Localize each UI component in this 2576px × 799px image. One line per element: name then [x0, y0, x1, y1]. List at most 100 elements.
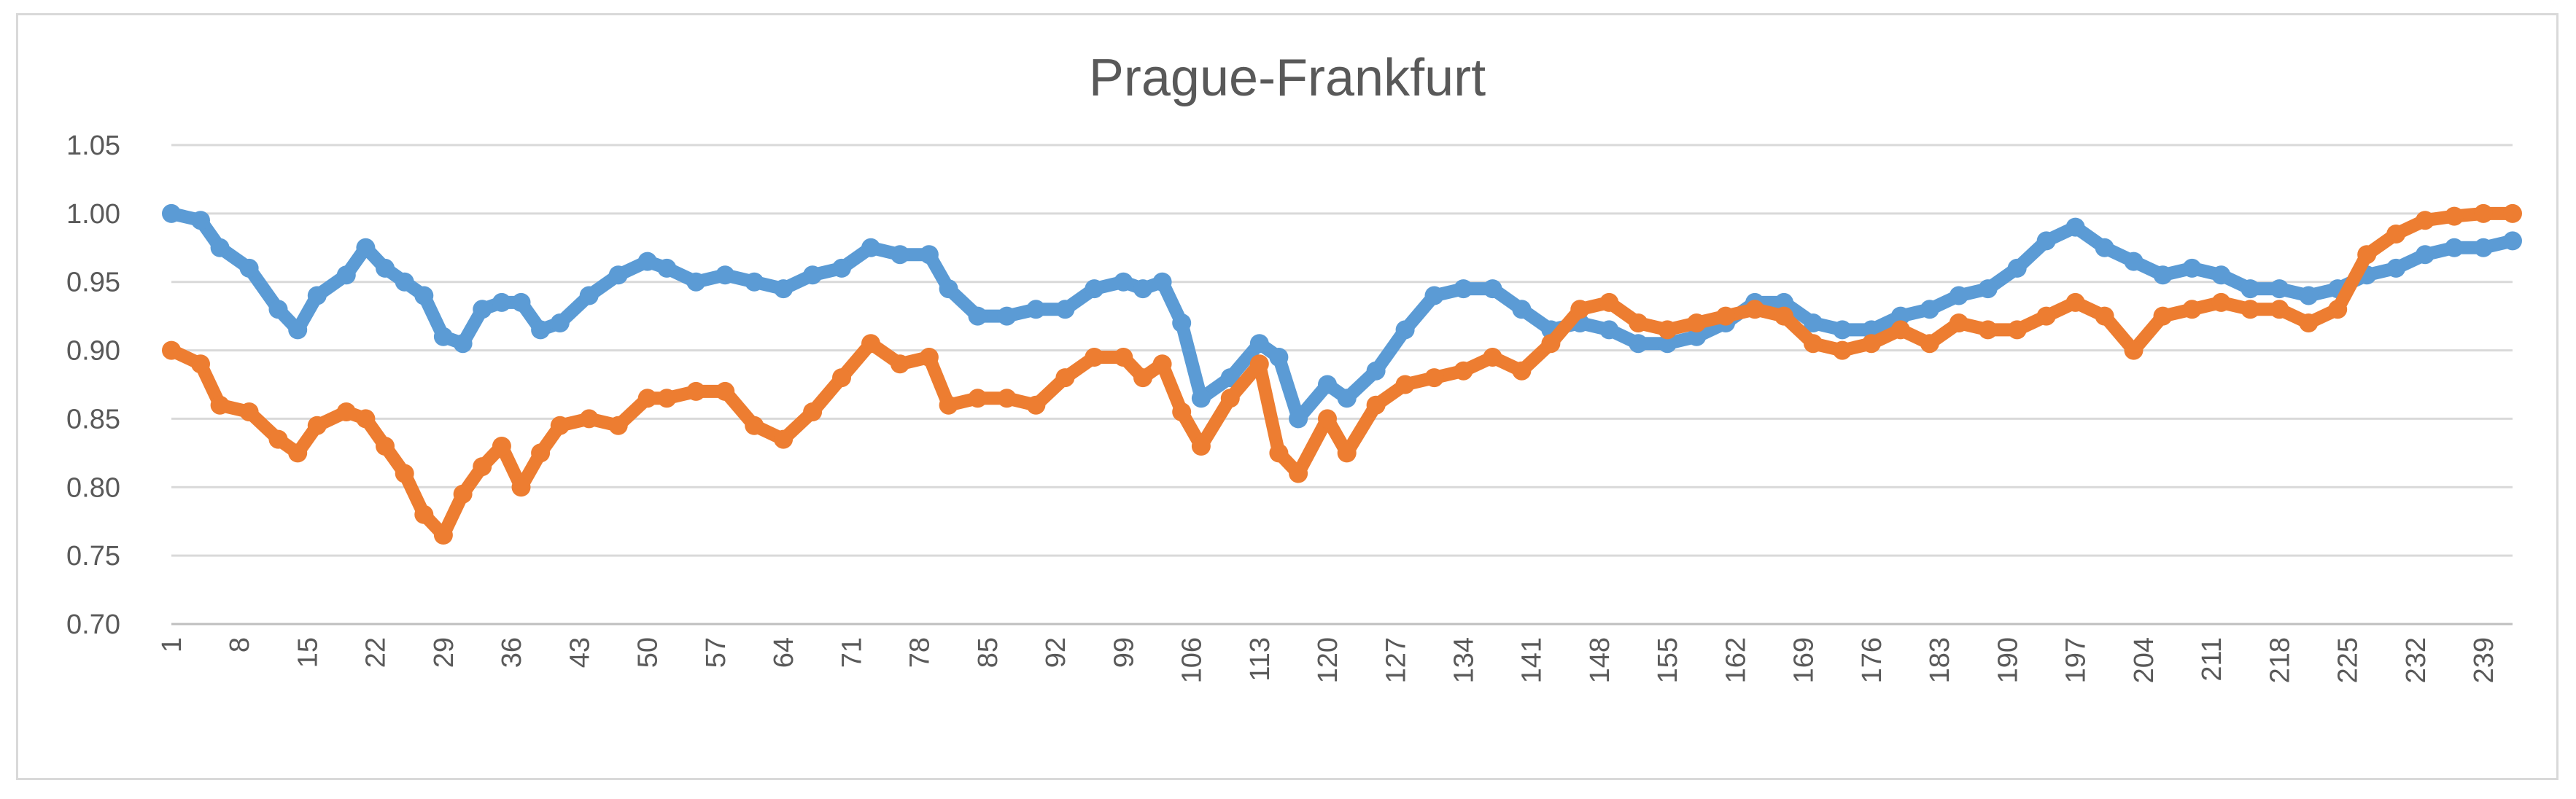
x-tick-label: 232 — [2401, 637, 2432, 683]
series-2-point — [637, 389, 657, 408]
series-1-point — [2124, 252, 2144, 271]
series-2-point — [2445, 206, 2464, 226]
y-tick-label: 0.95 — [66, 268, 120, 298]
series-1-point — [453, 334, 473, 354]
y-tick-label: 0.80 — [66, 472, 120, 503]
series-1-point — [1085, 279, 1104, 299]
x-tick-label: 148 — [1585, 637, 1615, 683]
series-2-point — [2007, 320, 2027, 340]
series-1-point — [307, 286, 327, 305]
series-2-point — [1249, 354, 1269, 374]
series-1-point — [1318, 375, 1337, 394]
series-1-point — [2007, 258, 2027, 278]
series-2-point — [1085, 348, 1104, 367]
x-tick-label: 120 — [1313, 637, 1343, 683]
series-2-point — [1716, 306, 1736, 326]
series-1-point — [1114, 272, 1133, 292]
series-2-point — [473, 457, 492, 477]
line-chart: Prague-Frankfurt 0.70 0.75 0.80 0.85 0.90 0.9… — [66, 49, 2522, 683]
series-1-point — [2386, 258, 2406, 278]
series-2-point — [1512, 361, 1532, 381]
x-tick-label: 8 — [225, 637, 255, 652]
series-1-point — [1395, 320, 1415, 340]
series-1-point — [550, 313, 570, 332]
series-1-point — [2036, 231, 2056, 251]
series-2-point — [376, 437, 395, 456]
series-1-point — [1920, 300, 1939, 319]
series-1-point — [2299, 286, 2319, 305]
series-2-point — [356, 409, 376, 429]
series-2-point — [2124, 340, 2144, 360]
x-tick-label: 197 — [2061, 637, 2092, 683]
series-2-point — [1366, 395, 1386, 415]
series-1-point — [2445, 238, 2464, 257]
series-1-point — [210, 238, 230, 257]
series-2-point — [268, 429, 288, 449]
series-1-point — [1191, 389, 1211, 408]
x-tick-label: 85 — [973, 637, 1004, 668]
series-2-point — [919, 348, 939, 367]
series-2-point — [1949, 313, 1968, 332]
series-2-point — [1055, 368, 1075, 388]
series-2-point — [395, 464, 414, 483]
series-2-point — [715, 381, 735, 401]
series-2-point — [579, 409, 599, 429]
series-2-point — [1152, 354, 1172, 374]
series-2-point — [550, 416, 570, 435]
series-2-point — [1890, 320, 1910, 340]
series-2-point — [832, 368, 851, 388]
series-2-point — [2241, 300, 2260, 319]
series-1-point — [2270, 279, 2289, 299]
series-1-point — [832, 258, 851, 278]
series-1-point — [473, 300, 492, 319]
series-1-point — [2241, 279, 2260, 299]
series-2-point — [492, 437, 511, 456]
series-1-point — [1687, 327, 1707, 346]
series-2-point — [774, 429, 794, 449]
series-2-point — [2065, 292, 2085, 312]
x-tick-label: 141 — [1517, 637, 1548, 683]
series-2-point — [1804, 334, 1823, 354]
series-1-point — [1774, 292, 1793, 312]
x-tick-label: 169 — [1789, 637, 1820, 683]
series-2-point — [1114, 348, 1133, 367]
series-1-point — [162, 203, 181, 223]
series-2-point — [1289, 464, 1308, 483]
series-2-point — [1269, 443, 1289, 463]
x-tick-label: 225 — [2333, 637, 2364, 683]
y-tick-label: 1.00 — [66, 199, 120, 230]
series-2-point — [531, 443, 551, 463]
series-2-point — [288, 443, 308, 463]
series-1-point — [579, 286, 599, 305]
series-1-point — [1055, 300, 1075, 319]
series-1-point — [2153, 265, 2173, 285]
series-1-point — [657, 258, 677, 278]
y-tick-label: 0.70 — [66, 609, 120, 640]
series-1-point — [511, 292, 531, 312]
series-2-point — [861, 334, 880, 354]
series-1-point — [2503, 231, 2522, 251]
x-tick-label: 15 — [292, 637, 323, 668]
y-axis-ticks: 0.70 0.75 0.80 0.85 0.90 0.95 1.00 1.05 — [66, 130, 120, 640]
series-2-point — [1191, 437, 1211, 456]
series-1-point — [1337, 389, 1357, 408]
series-1-point — [608, 265, 628, 285]
series-1-point — [803, 265, 823, 285]
series-1-point — [1454, 279, 1473, 299]
series-1-point — [2182, 258, 2202, 278]
series-2-point — [2503, 203, 2522, 223]
series-1-point — [939, 279, 958, 299]
x-tick-label: 43 — [565, 637, 595, 668]
series-2-point — [968, 389, 988, 408]
series-2-point — [2299, 313, 2319, 332]
series-2-point — [2416, 211, 2435, 230]
x-tick-label: 162 — [1720, 637, 1751, 683]
series-1-point — [1026, 300, 1046, 319]
series-1-point — [2474, 238, 2493, 257]
series-1-point — [268, 300, 288, 319]
series-2-point — [336, 402, 356, 421]
series-1-point — [531, 320, 551, 340]
series-2-point — [1133, 368, 1152, 388]
series-1-point — [1366, 361, 1386, 381]
series-1-point — [1152, 272, 1172, 292]
